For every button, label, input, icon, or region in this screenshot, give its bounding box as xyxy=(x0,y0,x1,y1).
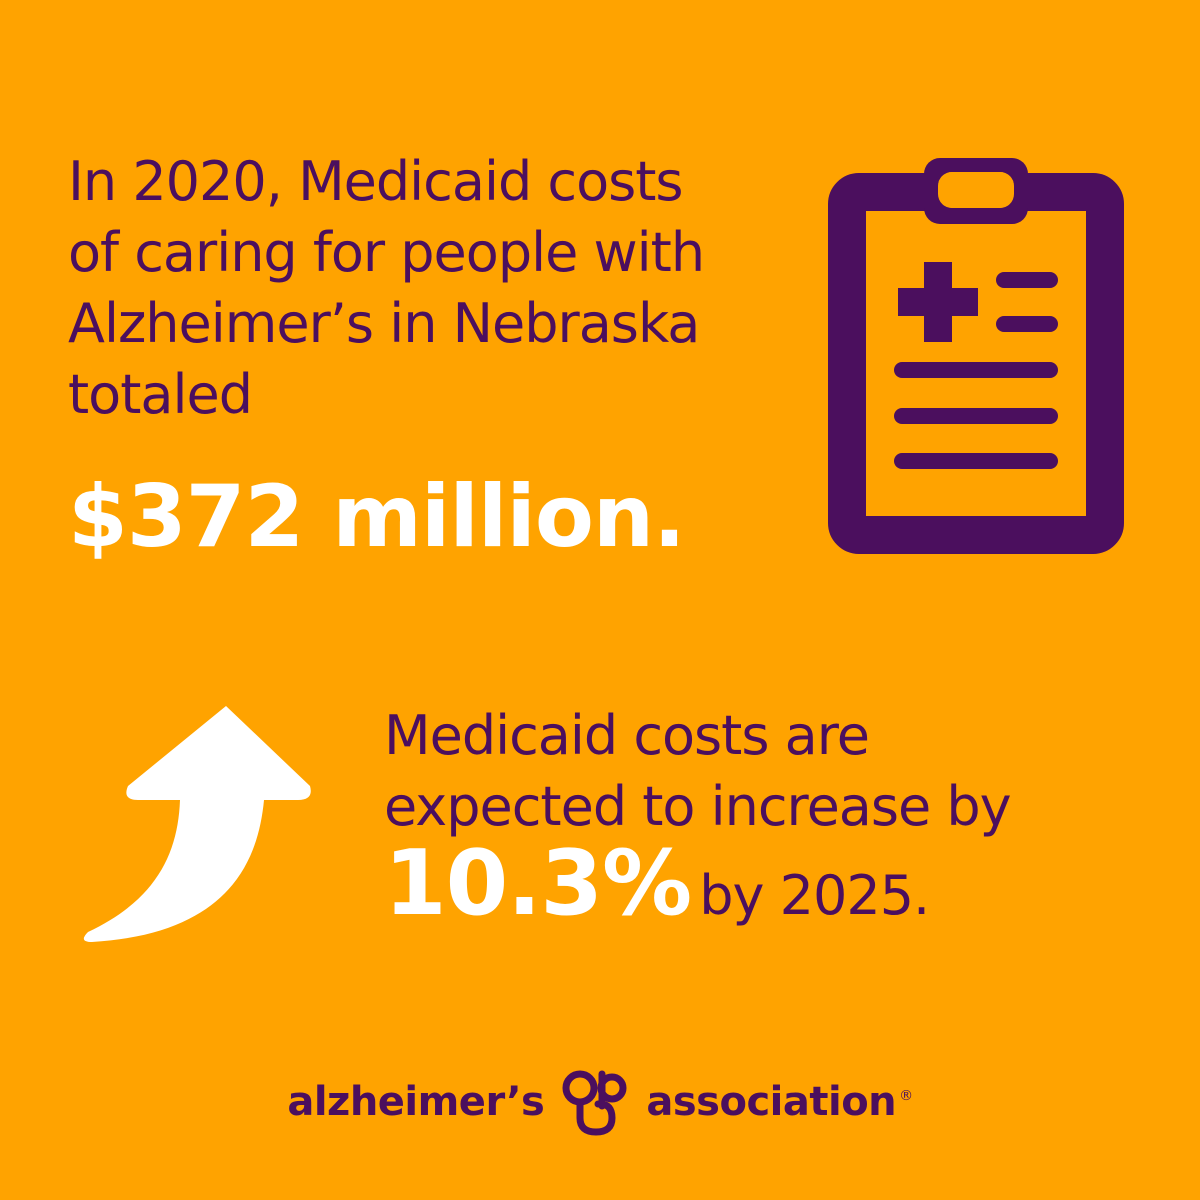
alzheimers-association-logo-mark-icon xyxy=(562,1070,627,1136)
medical-clipboard-icon xyxy=(828,158,1124,554)
upward-curved-arrow-icon xyxy=(83,706,311,942)
projection-last-line: 10.3% by 2025. xyxy=(384,839,1104,931)
intro-statement: In 2020, Medicaid costs of caring for pe… xyxy=(68,146,788,430)
intro-line: of caring for people with xyxy=(68,221,705,284)
projection-suffix: by 2025. xyxy=(699,864,930,927)
increase-percent: 10.3% xyxy=(384,831,692,936)
intro-line: In 2020, Medicaid costs xyxy=(68,150,684,213)
registered-mark: ® xyxy=(899,1088,913,1104)
logo-left-word: alzheimer’s xyxy=(287,1079,545,1125)
projection-line: Medicaid costs are xyxy=(384,704,870,767)
cost-amount: $372 million. xyxy=(68,467,686,567)
logo-right-word: association xyxy=(646,1079,897,1125)
intro-line: Alzheimer’s in Nebraska xyxy=(68,292,700,355)
projection-line: expected to increase by xyxy=(384,775,1012,838)
projection-statement: Medicaid costs are expected to increase … xyxy=(384,700,1104,931)
intro-line: totaled xyxy=(68,363,253,426)
alzheimers-association-logo: alzheimer’s association ® xyxy=(0,1062,1200,1142)
